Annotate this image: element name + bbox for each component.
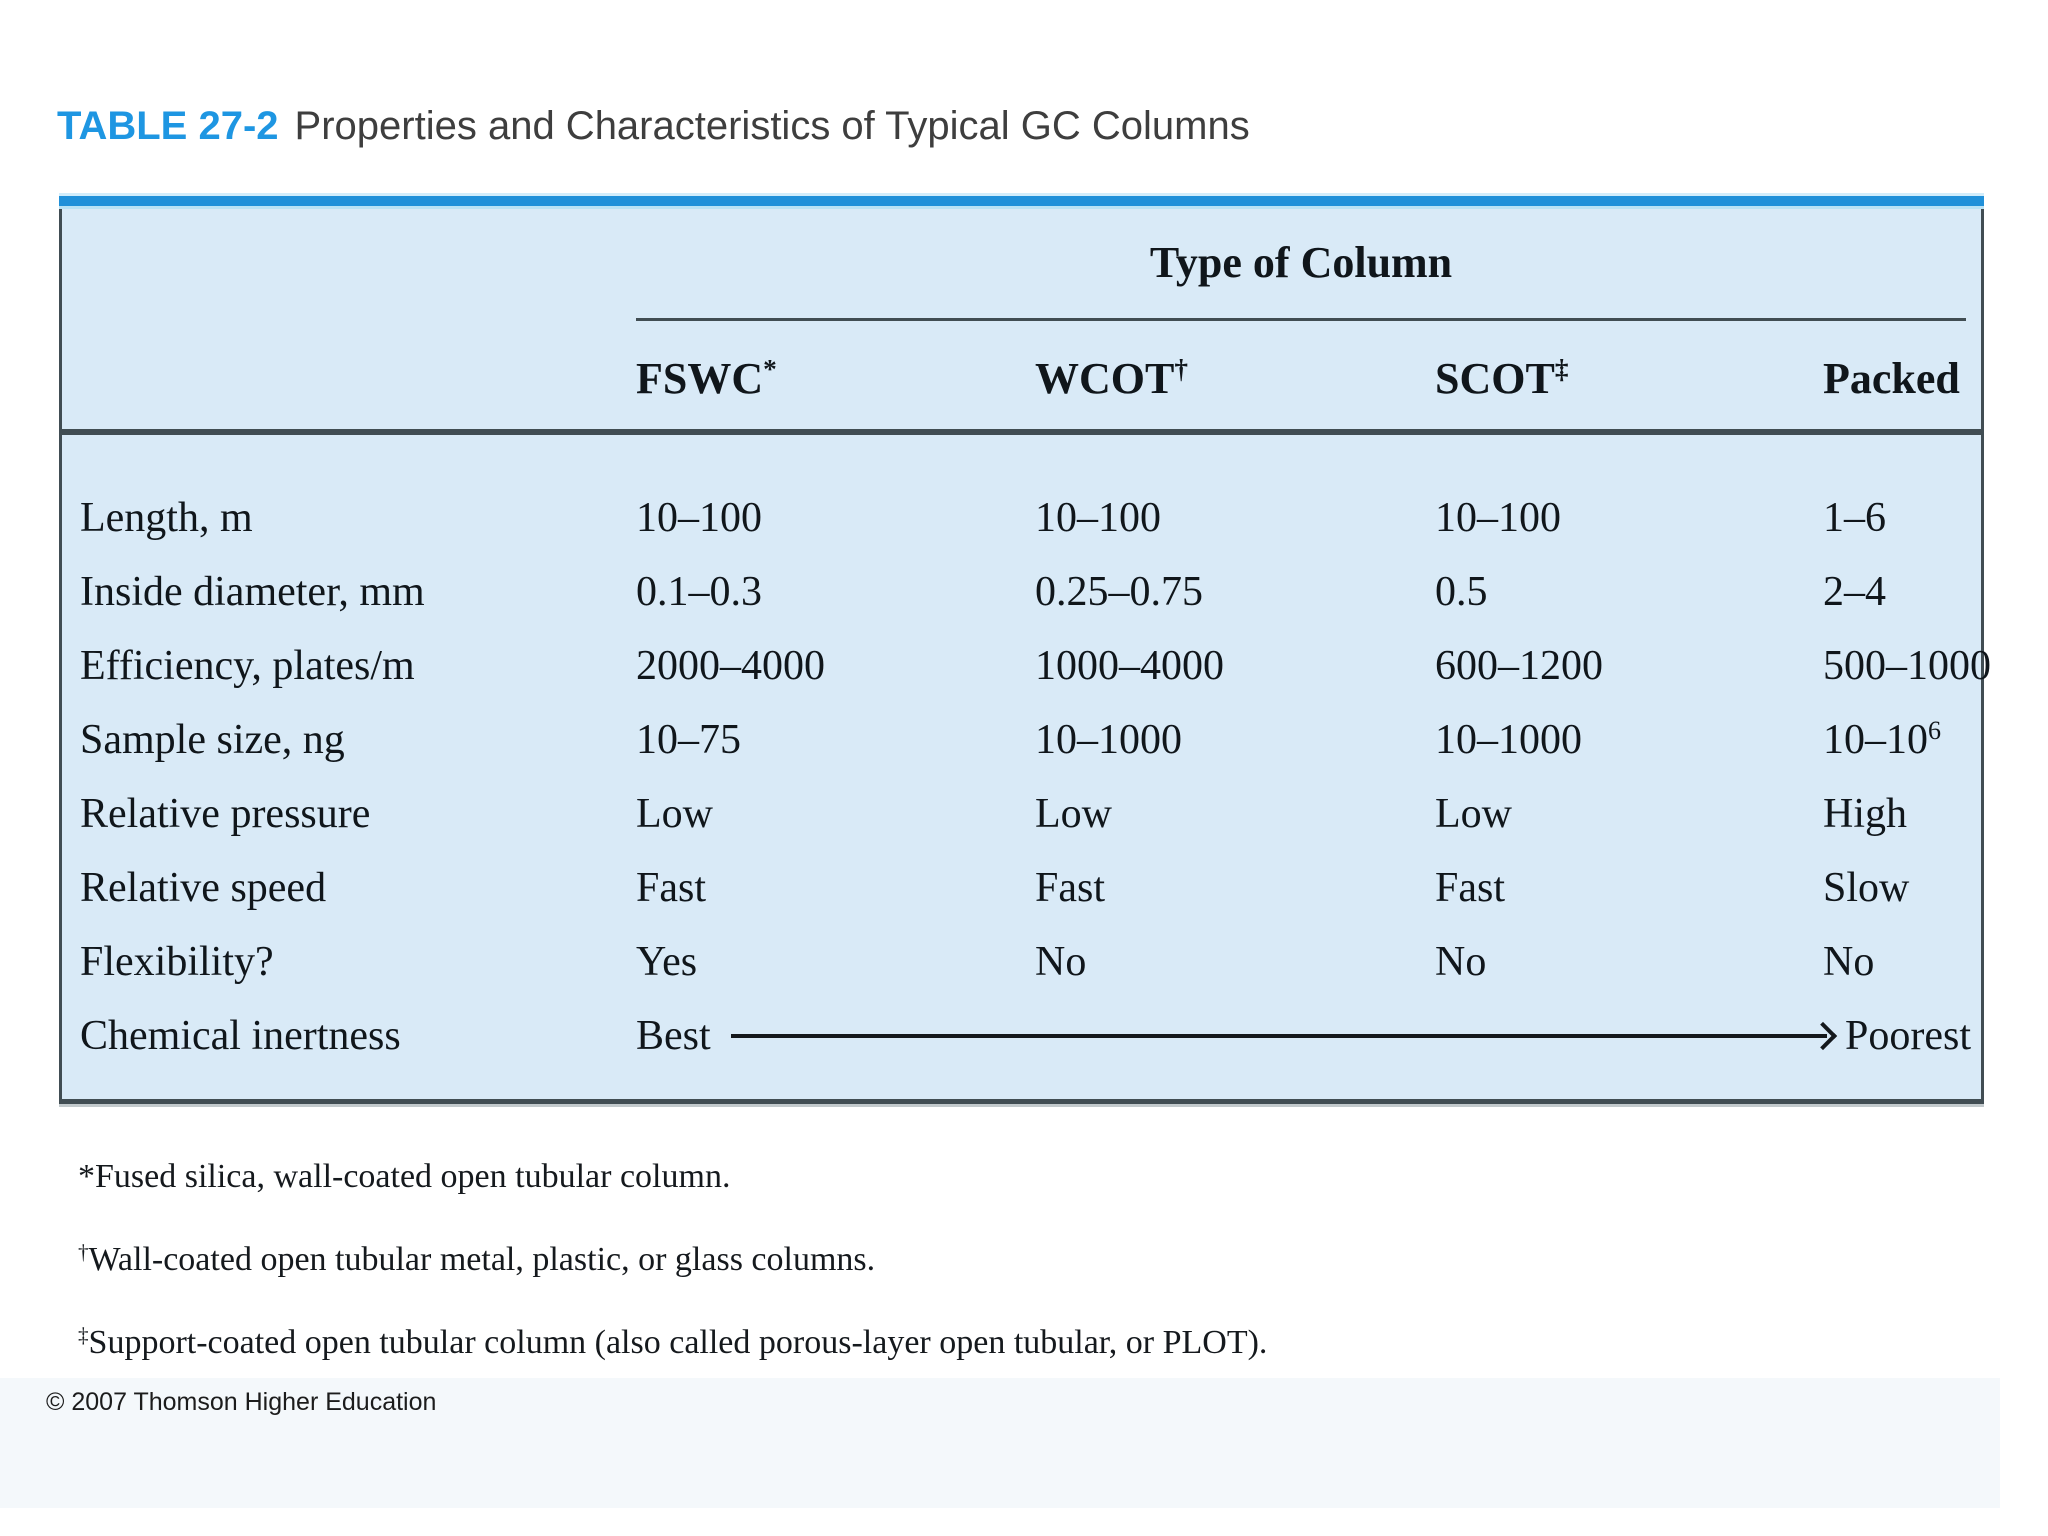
column-header-fswc: FSWC* [636,353,777,403]
column-group-rule [636,318,1966,321]
column-header-marker: ‡ [1554,354,1569,385]
cell-value: 0.5 [1435,569,1488,615]
page-title: TABLE 27-2 Properties and Characteristics… [57,103,1250,149]
table-header-row: FSWC* WCOT† SCOT‡ Packed [62,343,1981,413]
cell-value: Slow [1823,865,1910,911]
superscript: 6 [1928,716,1942,746]
cell-value: Fast [1035,865,1106,911]
cell-value: No [1823,939,1875,985]
cell-value: 10–100 [1035,495,1161,541]
footnote: †Wall-coated open tubular metal, plastic… [78,1240,876,1278]
column-header-scot: SCOT‡ [1435,353,1569,403]
table-top-accent-bar [59,193,1984,209]
row-label: Efficiency, plates/m [80,643,415,689]
gradient-arrow-line [730,1034,1827,1038]
cell-value: Fast [636,865,707,911]
cell-value: 1–6 [1823,495,1886,541]
cell-value: 600–1200 [1435,643,1603,689]
column-header-marker: * [763,354,777,385]
footnote-marker: † [78,1240,89,1265]
gradient-arrow-head [1808,1021,1838,1051]
footnotes: *Fused silica, wall-coated open tubular … [78,1158,1267,1407]
bottom-band [0,1378,2000,1508]
cell-value: 0.25–0.75 [1035,569,1203,615]
cell-value: 10–1000 [1035,717,1182,763]
row-label: Chemical inertness [80,1013,401,1059]
footnote: *Fused silica, wall-coated open tubular … [78,1158,731,1195]
header-separator-rule [59,429,1984,435]
cell-value: 500–1000 [1823,643,1991,689]
cell-value: No [1435,939,1487,985]
column-header-packed: Packed [1823,353,1960,403]
row-label: Relative speed [80,865,327,911]
cell-value: Low [636,791,713,837]
cell-value: Low [1435,791,1512,837]
inertness-gradient-cell: Best Poorest [636,1012,1991,1060]
row-label: Flexibility? [80,939,274,985]
cell-value: 10–1000 [1435,717,1582,763]
table-caption: Properties and Characteristics of Typica… [294,104,1250,148]
cell-value: 0.1–0.3 [636,569,762,615]
row-label: Length, m [80,495,253,541]
arrow-to-label: Poorest [1845,1013,1971,1059]
table-body: Length, m 10–100 10–100 10–100 1–6 Inside dia… [62,481,1991,1073]
table-number: TABLE 27-2 [57,104,279,148]
column-group-header: Type of Column [1149,238,1453,287]
cell-value: 2000–4000 [636,643,825,689]
cell-value: 2–4 [1823,569,1886,615]
cell-value: Low [1035,791,1112,837]
gc-columns-table: Type of Column FSWC* WCOT† SCOT‡ Packed Len… [59,193,1991,1104]
cell-value: No [1035,939,1087,985]
copyright-text: © 2007 Thomson Higher Education [46,1388,437,1416]
column-header-marker: † [1174,354,1188,385]
cell-value: 10–75 [636,717,741,763]
cell-value: Yes [636,939,698,985]
footnote-marker: ‡ [78,1323,89,1348]
row-label: Sample size, ng [80,717,345,763]
cell-value: Fast [1435,865,1506,911]
cell-value: 10–106 [1823,716,1942,763]
cell-value: 10–100 [1435,495,1561,541]
column-header-wcot: WCOT† [1035,353,1188,403]
arrow-from-label: Best [636,1013,711,1059]
row-label: Inside diameter, mm [80,569,425,615]
cell-value: High [1823,791,1907,837]
cell-value: 10–100 [636,495,762,541]
footnote: ‡Support-coated open tubular column (als… [78,1323,1268,1361]
row-label: Relative pressure [80,791,371,837]
cell-value: 1000–4000 [1035,643,1224,689]
